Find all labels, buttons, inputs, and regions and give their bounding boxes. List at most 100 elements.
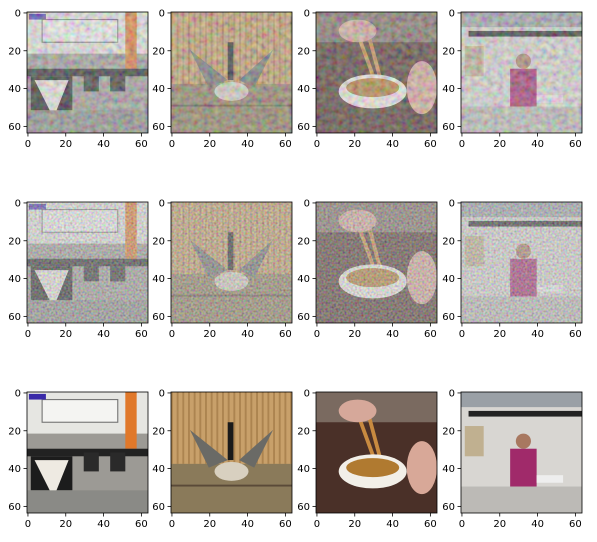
axes-frame bbox=[26, 391, 149, 514]
axes-frame bbox=[460, 201, 583, 324]
x-tick-label: 40 bbox=[241, 329, 254, 340]
y-tick-label: 60 bbox=[442, 122, 455, 133]
y-tick-label: 40 bbox=[8, 464, 21, 475]
x-tick-label: 60 bbox=[569, 519, 582, 530]
y-tick-label: 40 bbox=[297, 84, 310, 95]
axes-frame bbox=[170, 11, 293, 134]
image-panel-r3-c4: 0 20 40 60 0 20 40 60 bbox=[442, 388, 583, 530]
y-tick-label: 60 bbox=[152, 312, 165, 323]
noise-overlay bbox=[461, 202, 582, 323]
x-tick-label: 40 bbox=[386, 139, 399, 150]
y-tick-label: 0 bbox=[304, 198, 310, 209]
y-tick-label: 60 bbox=[8, 502, 21, 513]
y-tick-label: 20 bbox=[152, 46, 165, 57]
y-tick-label: 20 bbox=[297, 426, 310, 437]
y-tick-label: 60 bbox=[152, 502, 165, 513]
y-tick-label: 0 bbox=[15, 198, 21, 209]
x-tick-label: 20 bbox=[59, 329, 72, 340]
image-panel-r2-c4: 0 20 40 60 0 20 40 60 bbox=[442, 198, 583, 340]
image-panel-r3-c3: 0 20 40 60 0 20 40 60 bbox=[297, 388, 438, 530]
x-tick-label: 60 bbox=[135, 519, 148, 530]
x-tick-label: 0 bbox=[314, 329, 320, 340]
x-tick-label: 40 bbox=[97, 139, 110, 150]
x-tick-label: 60 bbox=[135, 329, 148, 340]
x-tick-label: 0 bbox=[459, 519, 465, 530]
y-tick-label: 60 bbox=[8, 122, 21, 133]
y-tick-label: 60 bbox=[442, 312, 455, 323]
y-tick-label: 0 bbox=[304, 388, 310, 399]
image-panel-r1-c4: 0 20 40 60 0 20 40 60 bbox=[442, 8, 583, 150]
x-tick-label: 40 bbox=[97, 329, 110, 340]
y-tick-label: 20 bbox=[8, 236, 21, 247]
x-tick-label: 20 bbox=[493, 329, 506, 340]
x-tick-label: 40 bbox=[97, 519, 110, 530]
y-tick-label: 40 bbox=[442, 274, 455, 285]
y-tick-label: 0 bbox=[15, 8, 21, 19]
x-tick-label: 20 bbox=[203, 329, 216, 340]
axes-frame bbox=[315, 391, 438, 514]
x-tick-label: 0 bbox=[169, 519, 175, 530]
axes-frame bbox=[170, 201, 293, 324]
x-tick-label: 40 bbox=[531, 329, 544, 340]
noise-overlay bbox=[27, 12, 148, 133]
x-tick-label: 20 bbox=[348, 329, 361, 340]
noise-overlay bbox=[316, 12, 437, 133]
image-panel-r1-c2: 0 20 40 60 0 20 40 60 bbox=[152, 8, 293, 150]
y-tick-label: 40 bbox=[152, 274, 165, 285]
noise-overlay bbox=[461, 12, 582, 133]
axes-frame bbox=[26, 11, 149, 134]
y-tick-label: 20 bbox=[152, 236, 165, 247]
y-tick-label: 20 bbox=[152, 426, 165, 437]
x-tick-label: 0 bbox=[459, 139, 465, 150]
x-tick-label: 40 bbox=[386, 329, 399, 340]
image-panel-r1-c1: 0 20 40 60 0 20 40 60 bbox=[8, 8, 149, 150]
x-tick-label: 60 bbox=[424, 329, 437, 340]
y-tick-label: 60 bbox=[8, 312, 21, 323]
image-panel-r3-c2: 0 20 40 60 0 20 40 60 bbox=[152, 388, 293, 530]
noise-overlay bbox=[27, 202, 148, 323]
y-tick-label: 40 bbox=[152, 84, 165, 95]
y-tick-label: 0 bbox=[449, 198, 455, 209]
x-tick-label: 0 bbox=[169, 139, 175, 150]
x-tick-label: 60 bbox=[279, 519, 292, 530]
y-tick-label: 40 bbox=[442, 84, 455, 95]
y-tick-label: 60 bbox=[297, 312, 310, 323]
x-tick-label: 40 bbox=[241, 139, 254, 150]
x-tick-label: 60 bbox=[424, 139, 437, 150]
x-tick-label: 0 bbox=[314, 139, 320, 150]
x-tick-label: 20 bbox=[348, 139, 361, 150]
x-tick-label: 0 bbox=[25, 519, 31, 530]
x-tick-label: 0 bbox=[169, 329, 175, 340]
axes-frame bbox=[460, 11, 583, 134]
y-tick-label: 20 bbox=[442, 236, 455, 247]
y-tick-label: 60 bbox=[297, 122, 310, 133]
x-tick-label: 40 bbox=[531, 139, 544, 150]
x-tick-label: 40 bbox=[531, 519, 544, 530]
noise-overlay bbox=[171, 12, 292, 133]
x-tick-label: 60 bbox=[279, 329, 292, 340]
axes-frame bbox=[315, 201, 438, 324]
noise-overlay bbox=[316, 202, 437, 323]
image-panel-r3-c1: 0 20 40 60 0 20 40 60 bbox=[8, 388, 149, 530]
y-tick-label: 20 bbox=[442, 426, 455, 437]
y-tick-label: 40 bbox=[297, 274, 310, 285]
x-tick-label: 20 bbox=[59, 519, 72, 530]
y-tick-label: 20 bbox=[8, 426, 21, 437]
y-tick-label: 0 bbox=[449, 388, 455, 399]
y-tick-label: 20 bbox=[8, 46, 21, 57]
y-tick-label: 40 bbox=[8, 84, 21, 95]
x-tick-label: 60 bbox=[569, 139, 582, 150]
x-tick-label: 40 bbox=[241, 519, 254, 530]
x-tick-label: 0 bbox=[459, 329, 465, 340]
x-tick-label: 0 bbox=[314, 519, 320, 530]
noise-overlay bbox=[171, 202, 292, 323]
y-tick-label: 0 bbox=[449, 8, 455, 19]
y-tick-label: 0 bbox=[15, 388, 21, 399]
x-tick-label: 20 bbox=[203, 519, 216, 530]
x-tick-label: 20 bbox=[493, 519, 506, 530]
y-tick-label: 0 bbox=[159, 388, 165, 399]
y-tick-label: 0 bbox=[159, 8, 165, 19]
x-tick-label: 20 bbox=[348, 519, 361, 530]
y-tick-label: 60 bbox=[297, 502, 310, 513]
x-tick-label: 0 bbox=[25, 329, 31, 340]
